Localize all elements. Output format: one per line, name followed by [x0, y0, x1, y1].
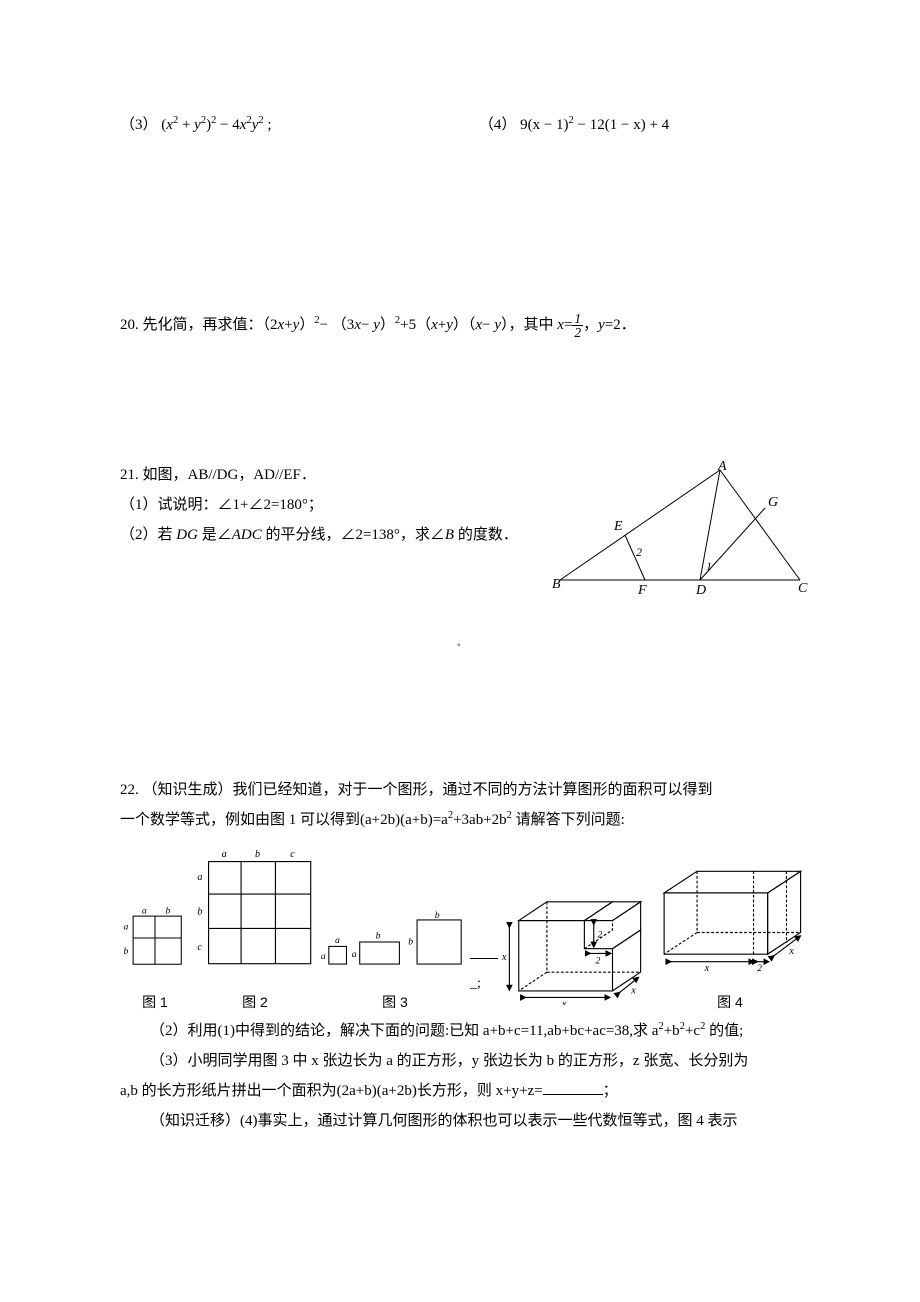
svg-text:a: a	[352, 949, 357, 960]
q22-fig2: a b c a b c 图 2	[190, 843, 320, 1016]
svg-text:b: b	[166, 906, 171, 917]
q21-figure: A B C D E F G 1 2	[550, 460, 810, 605]
q22-line3: （2）利用(1)中得到的结论，解决下面的问题:已知 a+b+c=11,ab+bc…	[120, 1016, 810, 1046]
svg-text:b: b	[197, 907, 202, 918]
q22-figures: a b a b 图 1 a b	[120, 843, 810, 1016]
svg-text:E: E	[613, 519, 623, 534]
svg-text:x: x	[501, 952, 507, 963]
q22-fig4a: x 2 2 x x	[500, 883, 650, 1016]
svg-text:1: 1	[706, 559, 712, 573]
q21: 21. 如图，AB//DG，AD//EF． （1）试说明：∠1+∠2=180°；…	[120, 460, 810, 605]
q19-part3: （3） (x2 + y2)2 − 4x2y2 ;	[120, 110, 451, 140]
q19-part4-label: （4）	[479, 117, 517, 133]
q21-number: 21.	[120, 467, 139, 483]
svg-text:b: b	[408, 937, 413, 948]
svg-text:2: 2	[757, 964, 762, 973]
q19-row: （3） (x2 + y2)2 − 4x2y2 ; （4） 9(x − 1)2 −…	[120, 110, 810, 140]
q22-line6: （知识迁移）(4)事实上，通过计算几何图形的体积也可以表示一些代数恒等式，图 4…	[120, 1106, 810, 1136]
fig2-label: 图 2	[190, 988, 320, 1016]
q19-part4-expr: 9(x − 1)2 − 12(1 − x) + 4	[520, 117, 669, 133]
svg-text:b: b	[255, 849, 260, 860]
q21-line3: （2）若 DG 是∠ADC 的平分线，∠2=138°，求∠B 的度数．	[120, 520, 550, 550]
fig3-label: 图 3	[320, 988, 470, 1016]
q22-line1: （知识生成）我们已经知道，对于一个图形，通过不同的方法计算图形的面积可以得到	[143, 782, 713, 798]
svg-text:F: F	[637, 583, 647, 598]
q19-part3-label: （3）	[120, 117, 158, 133]
page-center-marker: ▪	[457, 640, 461, 651]
q22-fig3: a a b a b b 图 3	[320, 911, 470, 1016]
svg-text:2: 2	[596, 957, 601, 967]
svg-text:C: C	[798, 581, 808, 596]
svg-text:x: x	[630, 986, 636, 997]
svg-text:a: a	[124, 921, 129, 932]
svg-text:2: 2	[598, 930, 603, 940]
q22-line5: a,b 的长方形纸片拼出一个面积为(2a+b)(a+2b)长方形，则 x+y+z…	[120, 1076, 810, 1106]
svg-text:x: x	[788, 946, 794, 957]
fig4-label: 图 4	[650, 988, 810, 1016]
q22: 22. （知识生成）我们已经知道，对于一个图形，通过不同的方法计算图形的面积可以…	[120, 775, 810, 1136]
svg-text:b: b	[435, 911, 440, 921]
svg-text:2: 2	[636, 545, 642, 559]
q21-line2: （1）试说明：∠1+∠2=180°；	[120, 490, 550, 520]
svg-text:D: D	[695, 583, 706, 598]
svg-text:A: A	[717, 460, 727, 474]
q21-line1: 如图，AB//DG，AD//EF．	[143, 467, 316, 483]
svg-text:a: a	[142, 906, 147, 917]
svg-text:x: x	[561, 999, 567, 1005]
svg-text:a: a	[197, 872, 202, 883]
svg-text:B: B	[552, 577, 561, 592]
q19-part3-expr: (x2 + y2)2 − 4x2y2 ;	[161, 117, 271, 133]
q22-fig1: a b a b 图 1	[120, 903, 190, 1016]
svg-text:x: x	[704, 963, 710, 973]
q22-line4: （3）小明同学用图 3 中 x 张边长为 a 的正方形，y 张边长为 b 的正方…	[120, 1046, 810, 1076]
q20-number: 20.	[120, 317, 139, 333]
q22-blank1: _;	[470, 942, 500, 1016]
q20: 20. 先化简，再求值：（2x+y）2− （3x− y）2+5（x+y）（x− …	[120, 310, 810, 340]
svg-text:b: b	[376, 930, 381, 941]
svg-text:a: a	[222, 849, 227, 860]
q22-number: 22.	[120, 782, 139, 798]
fig1-label: 图 1	[120, 988, 190, 1016]
svg-text:c: c	[290, 849, 295, 860]
svg-text:a: a	[321, 951, 326, 962]
q22-fig4b: x 2 x 图 4	[650, 860, 810, 1016]
q19-part4: （4） 9(x − 1)2 − 12(1 − x) + 4	[479, 110, 810, 140]
q21-text: 21. 如图，AB//DG，AD//EF． （1）试说明：∠1+∠2=180°；…	[120, 460, 550, 550]
svg-text:G: G	[768, 495, 778, 510]
svg-text:b: b	[124, 946, 129, 957]
q20-text: 先化简，再求值：（2x+y）2− （3x− y）2+5（x+y）（x− y），其…	[143, 317, 636, 333]
svg-text:a: a	[335, 935, 340, 946]
svg-text:c: c	[197, 942, 202, 953]
q22-line2: 一个数学等式，例如由图 1 可以得到(a+2b)(a+b)=a2+3ab+2b2…	[120, 805, 810, 835]
